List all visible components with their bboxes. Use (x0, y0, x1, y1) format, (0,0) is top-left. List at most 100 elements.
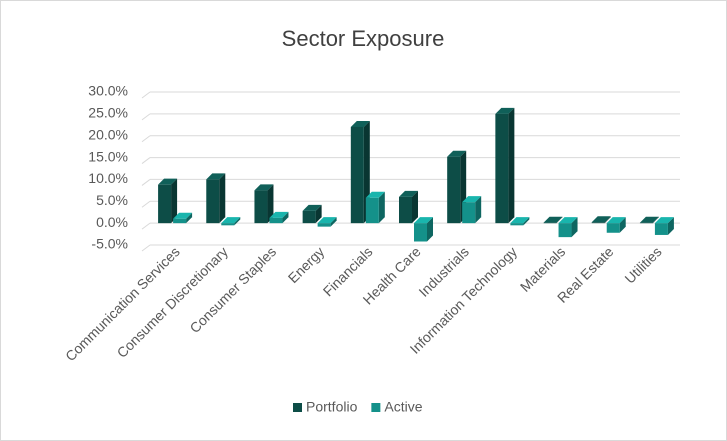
bar-front (495, 113, 509, 224)
bar-side (267, 184, 274, 224)
bar (606, 217, 626, 233)
bar-front (221, 223, 235, 226)
grid-line (141, 91, 151, 99)
y-tick-label: 25.0% (88, 105, 128, 121)
bar (302, 204, 322, 224)
bar (495, 107, 515, 224)
bar-side (412, 190, 418, 224)
bar (158, 178, 178, 224)
bar-front (254, 190, 268, 224)
bar-side (315, 204, 322, 224)
bar-front (158, 184, 172, 224)
bar-side (667, 217, 674, 235)
bar-front (510, 223, 524, 226)
bar (206, 173, 226, 224)
bar-side (652, 216, 659, 224)
bar (317, 217, 337, 227)
y-tick-label: 10.0% (88, 170, 128, 186)
bar-front (639, 222, 653, 224)
bar-top (495, 107, 515, 114)
bar-front (350, 126, 364, 224)
bar-side (330, 217, 337, 227)
bar-front (462, 202, 476, 224)
bar-front (606, 223, 620, 233)
grid-line (141, 244, 151, 252)
bar (269, 211, 289, 224)
bar-top (447, 150, 467, 157)
bar-top (462, 196, 482, 203)
bar (254, 184, 274, 224)
bar-top (365, 191, 385, 198)
grid-line (141, 113, 151, 121)
bar (543, 216, 563, 224)
bar-side (619, 217, 626, 233)
bar-side (282, 211, 289, 224)
bar-front (543, 222, 557, 224)
bar (654, 217, 674, 235)
legend-swatch (371, 403, 381, 412)
bar (591, 216, 611, 224)
bar-front (399, 196, 412, 224)
bar-top (543, 216, 563, 223)
bar (558, 217, 578, 238)
bar-top (558, 217, 578, 224)
y-tick-label: 15.0% (88, 148, 128, 164)
bar-top (414, 217, 433, 224)
bar-top (317, 217, 337, 224)
bar-front (173, 218, 187, 224)
bar-front (206, 179, 220, 224)
bar-side (171, 178, 178, 224)
bar-side (234, 217, 241, 226)
bar-top (606, 217, 626, 224)
bar (462, 196, 482, 224)
bar (350, 120, 370, 224)
bar-side (604, 216, 611, 224)
bar-front (591, 222, 605, 224)
bar-top (206, 173, 226, 180)
grid-line (141, 222, 151, 230)
bar (173, 212, 193, 224)
bar-side (556, 216, 563, 224)
y-tick-label: 30.0% (88, 83, 128, 99)
bar-side (508, 107, 515, 224)
bar (365, 191, 385, 224)
bar (399, 190, 418, 224)
bar (221, 217, 241, 226)
grid-line (141, 179, 151, 186)
bar-top (399, 190, 418, 197)
bar-side (186, 212, 193, 224)
bar-top (591, 216, 611, 223)
chart-title: Sector Exposure (282, 26, 445, 51)
bar-front (302, 210, 316, 224)
bar-top (221, 217, 241, 224)
y-tick-label: -5.0% (91, 236, 128, 252)
grid-line (141, 157, 151, 164)
bar (414, 217, 433, 242)
bar-top (158, 178, 178, 185)
bar-side (427, 217, 433, 242)
grid-line (141, 135, 151, 143)
bar-front (317, 223, 331, 227)
legend-swatch (293, 403, 302, 412)
bar-top (654, 217, 674, 224)
y-tick-label: 5.0% (96, 192, 128, 208)
y-tick-label: 0.0% (96, 214, 128, 230)
bar-top (269, 211, 289, 218)
bar-side (219, 173, 226, 224)
legend-label: Portfolio (306, 399, 358, 415)
bar-side (523, 217, 530, 226)
legend-label: Active (384, 399, 422, 415)
bar-front (654, 223, 668, 235)
grid-line (141, 200, 151, 208)
bar-front (269, 217, 283, 224)
bar-front (365, 197, 379, 224)
bar-side (378, 191, 385, 224)
bar-side (571, 217, 578, 238)
bar-top (510, 217, 530, 224)
bar-top (350, 120, 370, 127)
bar (639, 216, 659, 224)
y-tick-label: 20.0% (88, 126, 128, 142)
bar-front (447, 156, 461, 224)
bar-top (639, 216, 659, 223)
